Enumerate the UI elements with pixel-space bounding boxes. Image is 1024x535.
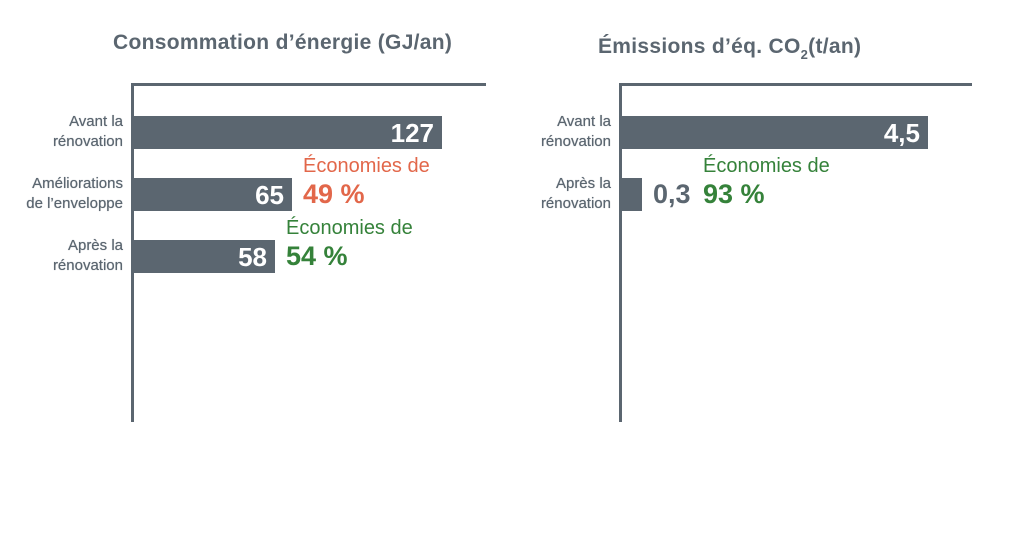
chart-title-text-post: (t/an) [808, 35, 862, 58]
bar-value-label: 0,3 [653, 179, 691, 209]
category-label: Avant la rénovation [540, 113, 611, 150]
bar-energy-0: 127 [134, 116, 442, 149]
chart-title-text: Émissions d’éq. CO [598, 35, 801, 58]
plot-area-emissions [619, 83, 972, 422]
chart-title-subscript: 2 [800, 47, 809, 62]
savings-annotation-percent: 93 % [703, 179, 765, 209]
bar-value-label: 127 [390, 117, 434, 148]
plot-area-energy [131, 83, 486, 422]
savings-annotation-percent: 54 % [286, 241, 348, 271]
savings-annotation: Économies de 49 % [303, 154, 430, 210]
savings-annotation-text: Économies de [703, 155, 830, 177]
chart-title-emissions: Émissions d’éq. CO2(t/an) [598, 35, 861, 62]
bar-energy-2: 58 [134, 240, 275, 273]
chart-energy-consumption: Consommation d’énergie (GJ/an) Avant la r… [26, 31, 486, 422]
category-label: Après la rénovation [540, 175, 611, 212]
bar-value-label: 65 [255, 179, 284, 210]
category-label: Après la rénovation [52, 237, 123, 274]
bar-energy-1: 65 [134, 178, 292, 211]
bar-value-label: 4,5 [883, 117, 920, 148]
chart-title-energy: Consommation d’énergie (GJ/an) [113, 31, 452, 58]
bar-emissions-0: 4,5 [622, 116, 928, 149]
savings-annotation: Économies de 54 % [286, 216, 413, 272]
category-label: Améliorations de l’enveloppe [26, 175, 123, 212]
bar-value-label: 58 [238, 241, 267, 272]
category-label: Avant la rénovation [52, 113, 123, 150]
savings-annotation: Économies de 93 % [703, 154, 830, 210]
chart-co2-emissions: Émissions d’éq. CO2(t/an) Avant la rénova… [512, 0, 1024, 535]
savings-annotation-percent: 49 % [303, 179, 365, 209]
savings-annotation-text: Économies de [286, 217, 413, 239]
savings-annotation-text: Économies de [303, 155, 430, 177]
chart-title-text: Consommation d’énergie (GJ/an) [113, 31, 453, 54]
bar-emissions-1 [622, 178, 642, 211]
